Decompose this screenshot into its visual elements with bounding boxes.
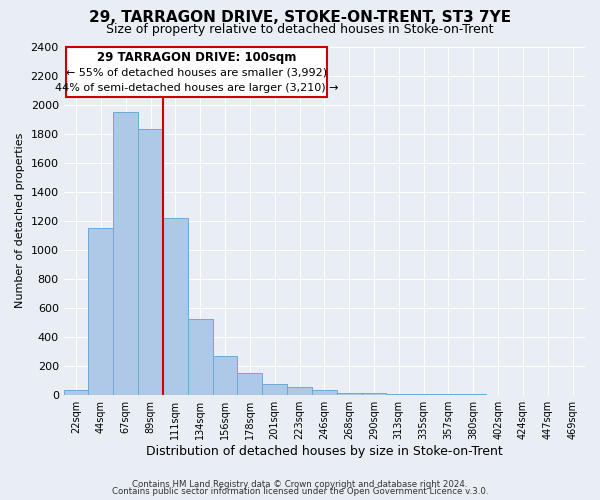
Bar xyxy=(138,129,163,394)
Text: 29 TARRAGON DRIVE: 100sqm: 29 TARRAGON DRIVE: 100sqm xyxy=(97,51,296,64)
Bar xyxy=(163,218,188,394)
Text: Contains public sector information licensed under the Open Government Licence v.: Contains public sector information licen… xyxy=(112,488,488,496)
Bar xyxy=(113,112,138,395)
Text: Contains HM Land Registry data © Crown copyright and database right 2024.: Contains HM Land Registry data © Crown c… xyxy=(132,480,468,489)
Text: 44% of semi-detached houses are larger (3,210) →: 44% of semi-detached houses are larger (… xyxy=(55,83,338,93)
Bar xyxy=(66,46,327,98)
Bar xyxy=(188,320,212,394)
Text: Size of property relative to detached houses in Stoke-on-Trent: Size of property relative to detached ho… xyxy=(106,22,494,36)
Text: 29, TARRAGON DRIVE, STOKE-ON-TRENT, ST3 7YE: 29, TARRAGON DRIVE, STOKE-ON-TRENT, ST3 … xyxy=(89,10,511,25)
Bar xyxy=(262,384,287,394)
Y-axis label: Number of detached properties: Number of detached properties xyxy=(15,133,25,308)
Bar xyxy=(64,390,88,394)
Bar xyxy=(212,356,238,395)
Bar xyxy=(312,390,337,394)
Bar xyxy=(287,388,312,394)
Text: ← 55% of detached houses are smaller (3,992): ← 55% of detached houses are smaller (3,… xyxy=(66,68,327,78)
Bar xyxy=(88,228,113,394)
Bar xyxy=(238,373,262,394)
X-axis label: Distribution of detached houses by size in Stoke-on-Trent: Distribution of detached houses by size … xyxy=(146,444,503,458)
